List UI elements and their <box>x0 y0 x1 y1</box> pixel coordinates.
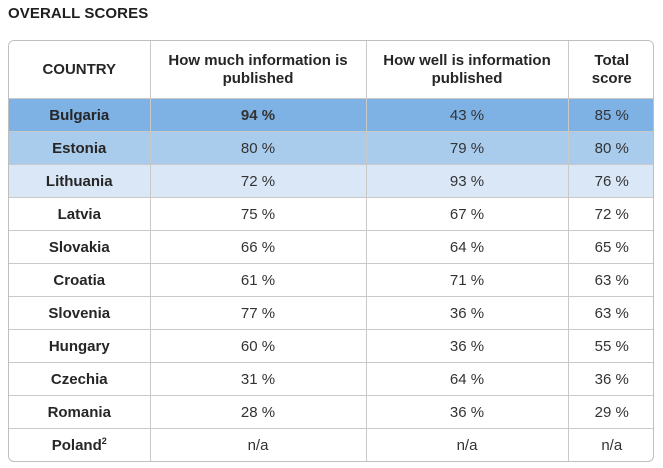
how-well-cell: 64 % <box>366 230 569 264</box>
table-row: Croatia 61 % 71 % 63 % <box>9 263 653 297</box>
how-well-cell: 36 % <box>366 296 569 330</box>
country-cell: Hungary <box>9 329 151 363</box>
table-row: Bulgaria 94 % 43 % 85 % <box>9 98 653 132</box>
how-much-cell: 72 % <box>150 164 367 198</box>
table-row: Lithuania 72 % 93 % 76 % <box>9 164 653 198</box>
table-row: Czechia 31 % 64 % 36 % <box>9 362 653 396</box>
header-total: Total score <box>568 41 653 99</box>
how-much-cell: 28 % <box>150 395 367 429</box>
total-cell: 29 % <box>568 395 653 429</box>
country-cell: Romania <box>9 395 151 429</box>
header-how-well: How well is information published <box>366 41 569 99</box>
how-well-cell: 64 % <box>366 362 569 396</box>
total-cell: 65 % <box>568 230 653 264</box>
total-cell: 85 % <box>568 98 653 132</box>
country-cell: Lithuania <box>9 164 151 198</box>
total-cell: 36 % <box>568 362 653 396</box>
footnote-marker: 2 <box>101 435 107 446</box>
total-cell: 76 % <box>568 164 653 198</box>
country-cell: Latvia <box>9 197 151 231</box>
page-title: OVERALL SCORES <box>8 5 149 22</box>
how-much-cell: n/a <box>150 428 367 461</box>
how-well-cell: 67 % <box>366 197 569 231</box>
how-much-cell: 31 % <box>150 362 367 396</box>
table-row: Latvia 75 % 67 % 72 % <box>9 197 653 231</box>
header-how-much: How much information is published <box>150 41 367 99</box>
how-much-cell: 61 % <box>150 263 367 297</box>
how-much-cell: 77 % <box>150 296 367 330</box>
how-well-cell: 79 % <box>366 131 569 165</box>
country-cell: Czechia <box>9 362 151 396</box>
country-cell: Poland2 <box>9 428 151 461</box>
how-well-cell: 36 % <box>366 329 569 363</box>
total-cell: n/a <box>601 436 623 454</box>
country-cell: Croatia <box>9 263 151 297</box>
how-much-cell: 75 % <box>150 197 367 231</box>
table-row: Romania 28 % 36 % 29 % <box>9 395 653 429</box>
how-much-cell: 94 % <box>150 98 367 132</box>
how-well-cell: 43 % <box>366 98 569 132</box>
table-row: Slovakia 66 % 64 % 65 % <box>9 230 653 264</box>
how-much-cell: 66 % <box>150 230 367 264</box>
country-name: Poland <box>51 436 102 454</box>
how-well-cell: n/a <box>366 428 569 461</box>
table-row: Hungary 60 % 36 % 55 % <box>9 329 653 363</box>
scores-table: COUNTRY How much information is publishe… <box>8 40 654 462</box>
table-row: Slovenia 77 % 36 % 63 % <box>9 296 653 330</box>
how-well-cell: 93 % <box>366 164 569 198</box>
total-cell: 63 % <box>568 296 653 330</box>
country-cell: Slovakia <box>9 230 151 264</box>
country-cell: Bulgaria <box>9 98 151 132</box>
table-row: Estonia 80 % 79 % 80 % <box>9 131 653 165</box>
total-cell: 80 % <box>568 131 653 165</box>
table-row: Poland2 n/a n/a n/a <box>9 428 653 461</box>
how-well-cell: 36 % <box>366 395 569 429</box>
total-cell: 72 % <box>568 197 653 231</box>
total-cell: 63 % <box>568 263 653 297</box>
how-much-cell: 80 % <box>150 131 367 165</box>
header-country: COUNTRY <box>9 41 151 99</box>
total-cell: 55 % <box>568 329 653 363</box>
country-cell: Slovenia <box>9 296 151 330</box>
table-header-row: COUNTRY How much information is publishe… <box>9 41 653 99</box>
how-much-cell: 60 % <box>150 329 367 363</box>
how-well-cell: 71 % <box>366 263 569 297</box>
country-cell: Estonia <box>9 131 151 165</box>
